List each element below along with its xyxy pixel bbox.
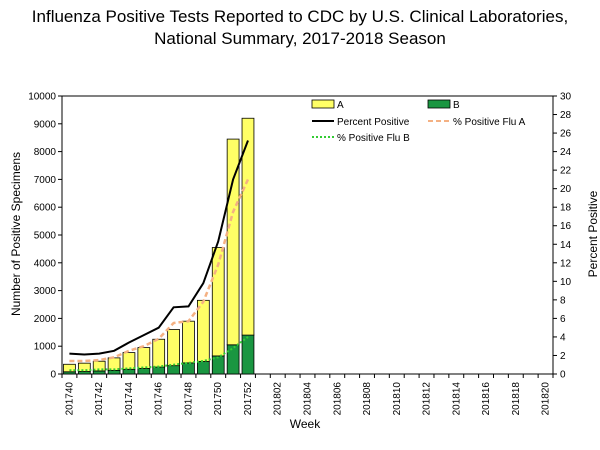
y2-tick-label: 16 [560, 221, 572, 232]
bar-b [137, 368, 151, 375]
y-tick-label: 0 [50, 370, 56, 381]
line-positive-flu-a [69, 178, 250, 363]
line-positive-flu-b [69, 336, 249, 372]
y-tick-label: 10000 [28, 92, 56, 103]
y-tick-label: 6000 [34, 203, 57, 214]
bar-b [167, 365, 180, 375]
x-tick-label: 201804 [303, 382, 314, 416]
x-tick-label: 201742 [94, 382, 105, 416]
y2-tick-label: 20 [560, 184, 572, 195]
y-tick-label: 7000 [34, 175, 57, 186]
bar-a [241, 117, 255, 336]
x-tick-label: 201816 [481, 382, 492, 416]
x-tick-label: 201802 [273, 382, 284, 416]
y2-axis-label: Percent Positive [586, 190, 600, 277]
y-tick-label: 1000 [34, 342, 57, 353]
bar-a [226, 138, 240, 346]
legend-label-a: A [337, 100, 344, 111]
chart-title-line2: National Summary, 2017-2018 Season [154, 29, 446, 48]
y-tick-label: 8000 [34, 147, 57, 158]
y2-tick-label: 18 [560, 203, 572, 214]
x-tick-label: 201818 [511, 382, 522, 416]
y2-tick-label: 14 [560, 240, 572, 251]
bar-b [226, 344, 240, 375]
y-tick-label: 4000 [34, 258, 57, 269]
legend-label-flua: % Positive Flu A [453, 117, 526, 128]
y-axis-label: Number of Positive Specimens [9, 152, 23, 316]
y2-tick-label: 28 [560, 110, 572, 121]
bar-a [196, 299, 210, 362]
legend-label-flub: % Positive Flu B [337, 133, 410, 144]
y2-tick-label: 2 [560, 351, 566, 362]
bar-a [167, 329, 180, 367]
bar-b [92, 370, 106, 375]
legend-label-b: B [453, 100, 460, 111]
x-tick-label: 201808 [362, 382, 373, 416]
x-axis: 201740 201742 201744 201746 201748 201750 2017… [61, 374, 554, 416]
y-tick-label: 9000 [34, 119, 57, 130]
x-tick-label: 201814 [451, 382, 462, 416]
bar-a [152, 338, 166, 368]
line-percent-positive [69, 140, 249, 356]
x-axis-label: Week [290, 417, 321, 431]
bar-a [92, 360, 106, 372]
bar-a [77, 362, 91, 372]
y2-tick-label: 8 [560, 295, 566, 306]
y2-tick-label: 26 [560, 129, 572, 140]
y2-tick-label: 4 [560, 332, 566, 343]
y2-tick-label: 30 [560, 92, 572, 103]
bar-a [182, 320, 195, 364]
plot-frame [61, 95, 554, 375]
bar-b [107, 369, 121, 375]
bar-b [152, 366, 166, 375]
x-tick-label: 201746 [154, 382, 165, 416]
y-tick-label: 5000 [34, 231, 57, 242]
plot-border [61, 95, 554, 375]
y-axis-left: 0 1000 2000 3000 4000 5000 6000 7000 8000 9000 100… [28, 92, 62, 381]
x-tick-label: 201806 [332, 382, 343, 416]
y-tick-label: 3000 [34, 286, 57, 297]
x-tick-label: 201812 [422, 382, 433, 416]
bar-a [137, 347, 151, 369]
bar-b [182, 362, 195, 375]
bar-series [63, 117, 255, 375]
chart-title-line1: Influenza Positive Tests Reported to CDC… [31, 7, 569, 26]
legend-swatch-b [427, 99, 451, 109]
x-tick-label: 201820 [541, 382, 552, 416]
bar-b [122, 368, 136, 375]
y2-tick-label: 12 [560, 258, 572, 269]
legend: A B Percent Positive % Positive Flu A % … [311, 99, 526, 144]
y2-tick-label: 24 [560, 147, 572, 158]
legend-swatch-a [311, 99, 335, 109]
x-tick-label: 201810 [392, 382, 403, 416]
x-tick-label: 201750 [213, 382, 224, 416]
y2-tick-label: 6 [560, 314, 566, 325]
y2-tick-label: 10 [560, 277, 572, 288]
bar-b [196, 361, 210, 375]
legend-label-pct: Percent Positive [337, 117, 410, 128]
bar-a [63, 363, 76, 373]
x-tick-label: 201752 [243, 382, 254, 416]
line-series [69, 140, 250, 372]
bar-a [122, 352, 136, 370]
x-tick-label: 201740 [64, 382, 75, 416]
y2-tick-label: 22 [560, 166, 572, 177]
x-tick-label: 201744 [124, 382, 135, 416]
x-tick-label: 201748 [183, 382, 194, 416]
y2-tick-label: 0 [560, 370, 566, 381]
y-tick-label: 2000 [34, 314, 57, 325]
chart-title: Influenza Positive Tests Reported to CDC… [0, 6, 600, 50]
bar-a [211, 247, 225, 357]
